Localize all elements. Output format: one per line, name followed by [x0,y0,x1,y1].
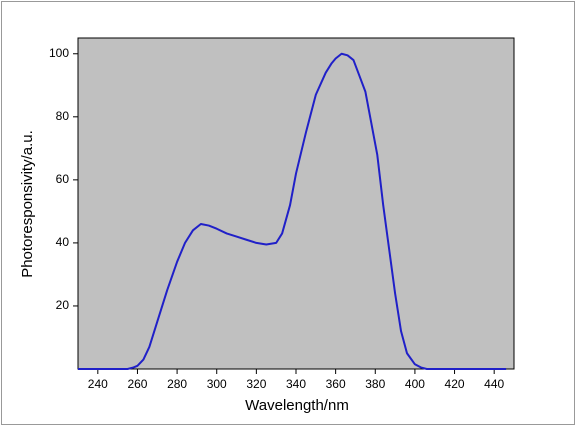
x-tick-label: 400 [405,377,425,391]
y-tick-label: 80 [56,109,70,123]
data-line [78,52,507,370]
x-tick-label: 320 [246,377,266,391]
y-tick-label: 100 [49,46,69,60]
x-tick-label: 280 [167,377,187,391]
y-tick-label: 40 [56,235,70,249]
x-tick-label: 260 [127,377,147,391]
y-tick-label: 20 [56,298,70,312]
x-tick-label: 300 [207,377,227,391]
x-tick-label: 440 [484,377,504,391]
x-axis-label: Wavelength/nm [245,397,349,414]
x-tick-label: 380 [365,377,385,391]
y-tick-label: 60 [56,172,70,186]
y-axis-label: Photoresponsivity/a.u. [19,130,36,278]
plot-area [77,37,515,370]
x-tick-label: 360 [326,377,346,391]
x-tick-label: 420 [445,377,465,391]
x-tick-label: 240 [88,377,108,391]
x-tick-label: 340 [286,377,306,391]
